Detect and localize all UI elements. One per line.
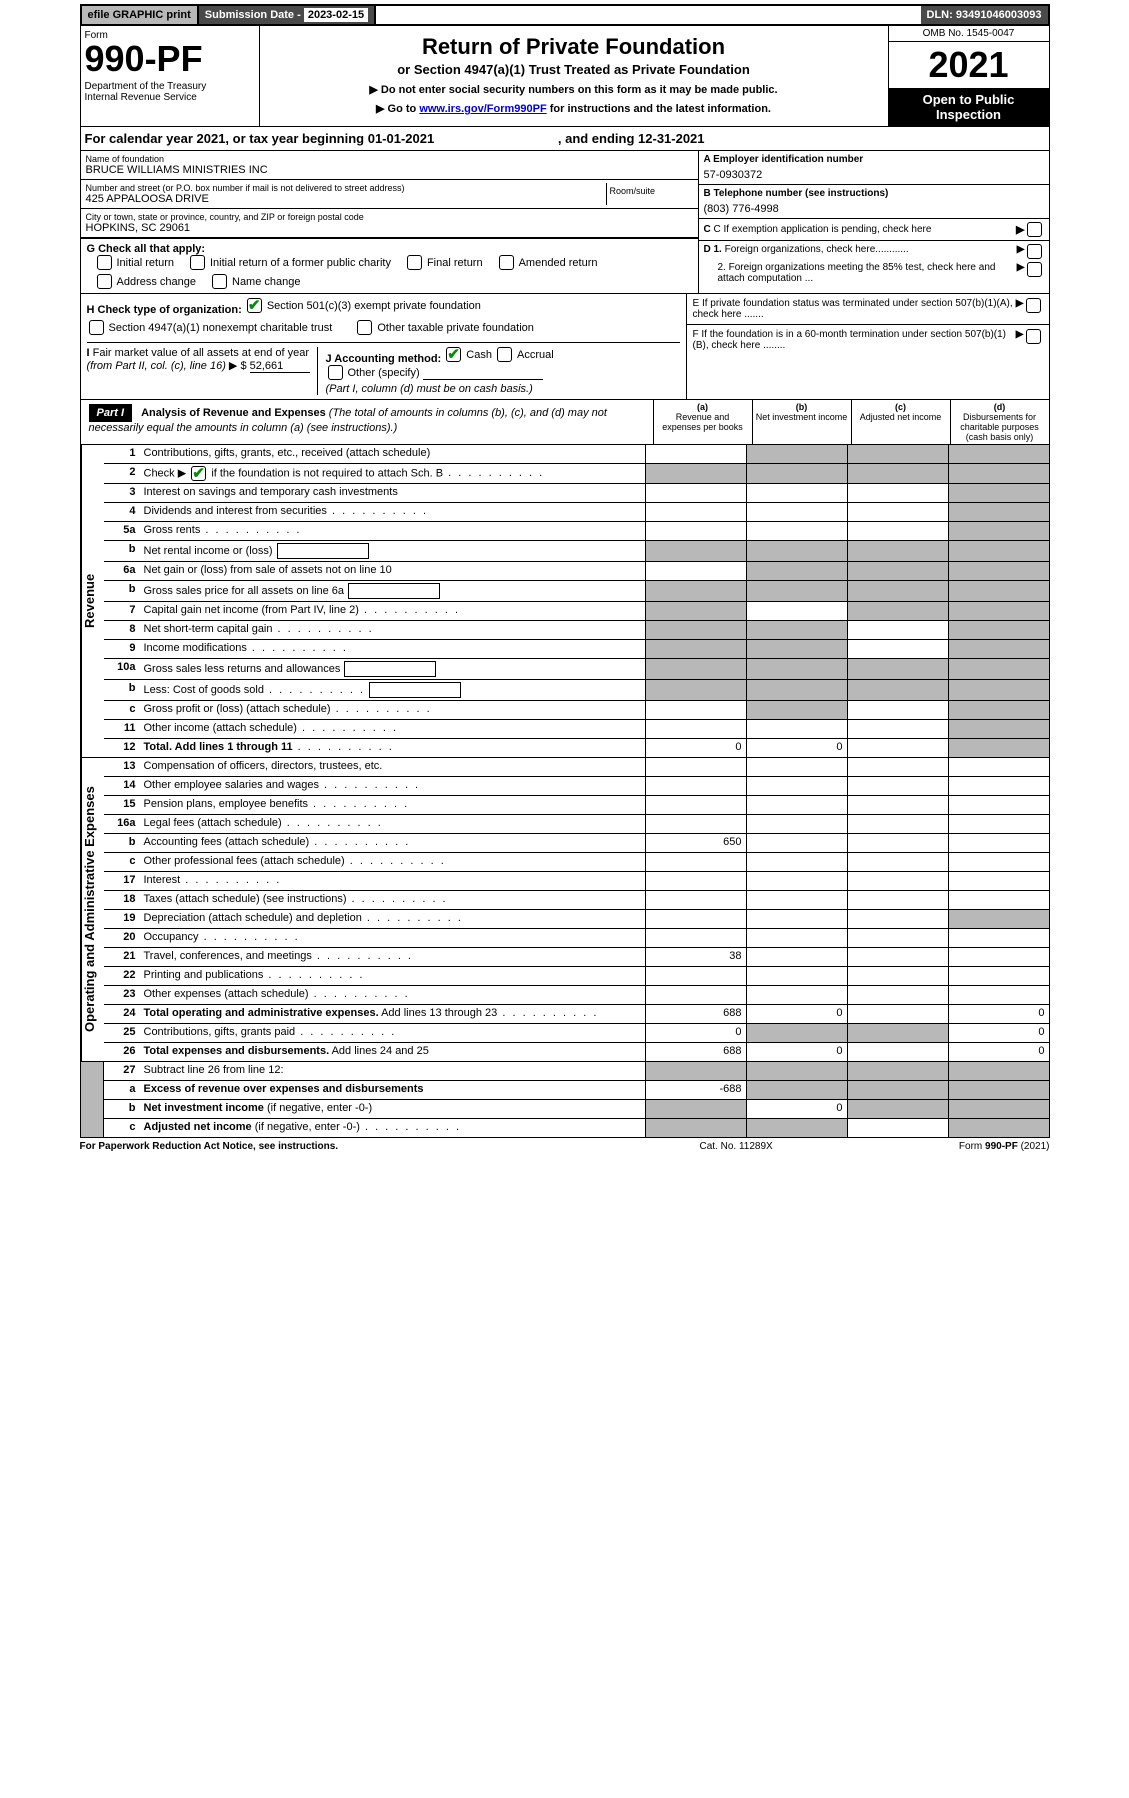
opt-amended-return[interactable]: Amended return bbox=[497, 255, 598, 270]
dln-label: DLN: 93491046003093 bbox=[921, 6, 1048, 24]
omb-number: OMB No. 1545-0047 bbox=[889, 26, 1049, 42]
j-accrual[interactable]: Accrual bbox=[495, 347, 554, 362]
part1-header: Part I Analysis of Revenue and Expenses … bbox=[80, 400, 1050, 445]
city-value: HOPKINS, SC 29061 bbox=[86, 222, 693, 234]
col-a-head: (a) Revenue and expenses per books bbox=[653, 400, 752, 444]
form-subtitle: or Section 4947(a)(1) Trust Treated as P… bbox=[266, 62, 882, 77]
col-b-head: (b) Net investment income bbox=[752, 400, 851, 444]
tel-value: (803) 776-4998 bbox=[704, 199, 1044, 215]
f-label: F If the foundation is in a 60-month ter… bbox=[693, 329, 1016, 351]
h-opt-501c3[interactable]: Section 501(c)(3) exempt private foundat… bbox=[245, 298, 481, 313]
e-checkbox[interactable] bbox=[1026, 298, 1041, 313]
expenses-table: Operating and Administrative Expenses 13… bbox=[80, 758, 1050, 1062]
open-public-badge: Open to Public Inspection bbox=[889, 88, 1049, 126]
j-label: J Accounting method: bbox=[326, 353, 442, 365]
tel-label: B Telephone number (see instructions) bbox=[704, 188, 1044, 199]
opt-initial-return[interactable]: Initial return bbox=[95, 255, 174, 270]
ein-value: 57-0930372 bbox=[704, 165, 1044, 181]
info-grid: Name of foundation BRUCE WILLIAMS MINIST… bbox=[80, 151, 1050, 294]
note-ssn: ▶ Do not enter social security numbers o… bbox=[266, 83, 882, 96]
note-link: ▶ Go to www.irs.gov/Form990PF for instru… bbox=[266, 102, 882, 115]
e-label: E If private foundation status was termi… bbox=[693, 298, 1016, 320]
footer-cat: Cat. No. 11289X bbox=[700, 1141, 900, 1152]
opt-address-change[interactable]: Address change bbox=[95, 274, 197, 289]
form-number: 990-PF bbox=[85, 41, 255, 77]
form-header: Form 990-PF Department of the Treasury I… bbox=[80, 26, 1050, 127]
c-checkbox[interactable] bbox=[1027, 222, 1042, 237]
tax-year: 2021 bbox=[889, 42, 1049, 88]
department-label: Department of the Treasury Internal Reve… bbox=[85, 81, 255, 103]
top-bar: efile GRAPHIC print Submission Date - 20… bbox=[80, 4, 1050, 26]
expenses-side-label: Operating and Administrative Expenses bbox=[81, 758, 104, 1061]
h-label: H Check type of organization: bbox=[87, 304, 242, 316]
page-footer: For Paperwork Reduction Act Notice, see … bbox=[80, 1138, 1050, 1155]
col-c-head: (c) Adjusted net income bbox=[851, 400, 950, 444]
j-cash[interactable]: Cash bbox=[444, 347, 492, 362]
part1-badge: Part I bbox=[89, 404, 133, 422]
room-label: Room/suite bbox=[610, 186, 690, 196]
footer-left: For Paperwork Reduction Act Notice, see … bbox=[80, 1141, 700, 1152]
irs-link[interactable]: www.irs.gov/Form990PF bbox=[419, 103, 546, 115]
submission-date-label: Submission Date - 2023-02-15 bbox=[199, 6, 376, 24]
foundation-name-label: Name of foundation bbox=[86, 154, 693, 164]
opt-initial-former[interactable]: Initial return of a former public charit… bbox=[188, 255, 391, 270]
foundation-name: BRUCE WILLIAMS MINISTRIES INC bbox=[86, 164, 693, 176]
ein-label: A Employer identification number bbox=[704, 154, 1044, 165]
schb-checkbox[interactable] bbox=[191, 466, 206, 481]
efile-print-button[interactable]: efile GRAPHIC print bbox=[82, 6, 199, 24]
j-other[interactable]: Other (specify) bbox=[326, 365, 420, 380]
revenue-table: Revenue 1Contributions, gifts, grants, e… bbox=[80, 445, 1050, 758]
city-label: City or town, state or province, country… bbox=[86, 212, 693, 222]
h-opt-4947[interactable]: Section 4947(a)(1) nonexempt charitable … bbox=[87, 320, 333, 335]
hij-block: H Check type of organization: Section 50… bbox=[80, 294, 1050, 400]
address-value: 425 APPALOOSA DRIVE bbox=[86, 193, 606, 205]
d1-checkbox[interactable] bbox=[1027, 244, 1042, 259]
d2-checkbox[interactable] bbox=[1027, 262, 1042, 277]
address-label: Number and street (or P.O. box number if… bbox=[86, 183, 606, 193]
opt-final-return[interactable]: Final return bbox=[405, 255, 483, 270]
summary-rows: 27Subtract line 26 from line 12: aExcess… bbox=[80, 1062, 1050, 1138]
col-d-head: (d) Disbursements for charitable purpose… bbox=[950, 400, 1049, 444]
c-label: C C If exemption application is pending,… bbox=[704, 224, 1017, 235]
revenue-side-label: Revenue bbox=[81, 445, 104, 757]
opt-name-change[interactable]: Name change bbox=[210, 274, 301, 289]
i-value: 52,661 bbox=[250, 360, 310, 373]
j-note: (Part I, column (d) must be on cash basi… bbox=[326, 383, 533, 395]
h-opt-other-taxable[interactable]: Other taxable private foundation bbox=[355, 320, 534, 335]
calendar-year-row: For calendar year 2021, or tax year begi… bbox=[80, 127, 1050, 151]
f-checkbox[interactable] bbox=[1026, 329, 1041, 344]
form-title: Return of Private Foundation bbox=[266, 34, 882, 60]
footer-form: Form 990-PF (2021) bbox=[900, 1141, 1050, 1152]
g-label: G Check all that apply: bbox=[87, 243, 206, 255]
